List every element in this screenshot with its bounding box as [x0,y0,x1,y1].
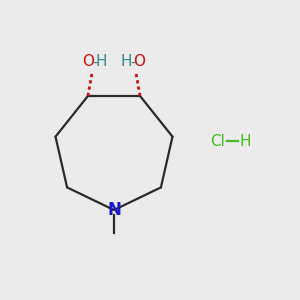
Text: O: O [82,54,94,69]
Text: O: O [134,54,146,69]
Text: Cl: Cl [210,134,225,148]
Text: H: H [121,54,132,69]
Text: H: H [240,134,251,148]
Text: -: - [93,54,98,69]
Text: H: H [96,54,107,69]
Text: N: N [107,201,121,219]
Text: -: - [130,54,135,69]
